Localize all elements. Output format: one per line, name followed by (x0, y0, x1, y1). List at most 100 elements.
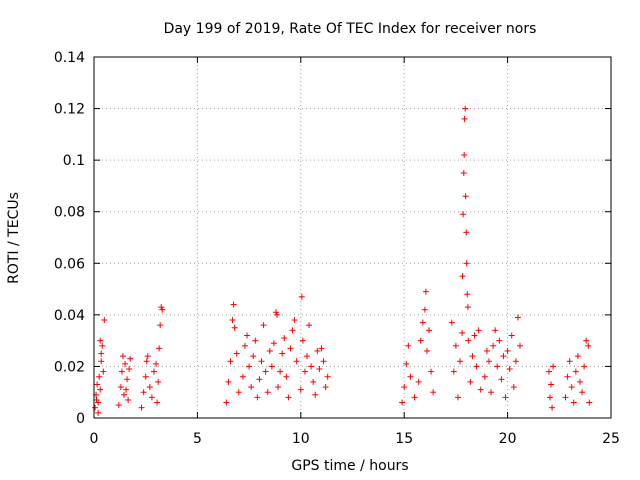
data-point (148, 394, 155, 401)
data-point (506, 366, 513, 373)
data-point (244, 332, 251, 339)
data-point (122, 360, 129, 367)
data-point (293, 358, 300, 365)
data-point (508, 332, 515, 339)
data-point (490, 342, 497, 349)
data-point (572, 368, 579, 375)
data-point (156, 345, 163, 352)
data-point (92, 404, 99, 411)
data-point (125, 396, 132, 403)
data-point (585, 342, 592, 349)
data-point (473, 363, 480, 370)
data-point (492, 327, 499, 334)
x-tick-label: 25 (602, 431, 620, 447)
data-point (430, 389, 437, 396)
chart-title: Day 199 of 2019, Rate Of TEC Index for r… (164, 21, 537, 37)
data-point (154, 399, 161, 406)
data-point (452, 342, 459, 349)
data-point (514, 314, 521, 321)
data-point (498, 376, 505, 383)
data-point (464, 304, 471, 311)
y-tick-label: 0.06 (54, 256, 85, 272)
data-point (138, 404, 145, 411)
data-point (545, 368, 552, 375)
data-point (500, 353, 507, 360)
data-point (150, 368, 157, 375)
data-point (504, 347, 511, 354)
data-point (258, 358, 265, 365)
data-point (586, 399, 593, 406)
data-point (322, 384, 329, 391)
data-point (426, 327, 433, 334)
data-point (123, 386, 130, 393)
y-tick-label: 0.08 (54, 205, 85, 221)
data-point (477, 386, 484, 393)
data-point (548, 381, 555, 388)
data-point (274, 311, 281, 318)
y-tick-label: 0.04 (54, 308, 85, 324)
data-point (233, 350, 240, 357)
x-tick-label: 10 (292, 431, 310, 447)
data-point (422, 288, 429, 295)
data-point (98, 350, 105, 357)
data-point (460, 211, 467, 218)
data-point (97, 386, 104, 393)
data-point (246, 363, 253, 370)
data-point (260, 322, 267, 329)
data-point (270, 340, 277, 347)
data-point (494, 363, 501, 370)
data-point (549, 404, 556, 411)
data-point (463, 229, 470, 236)
data-point (517, 342, 524, 349)
y-tick-label: 0.02 (54, 359, 85, 375)
data-point (462, 193, 469, 200)
data-point (463, 260, 470, 267)
data-point (481, 373, 488, 380)
data-point (423, 347, 430, 354)
data-point (308, 363, 315, 370)
data-point (231, 324, 238, 331)
data-point (235, 389, 242, 396)
data-point (250, 353, 257, 360)
data-point (227, 358, 234, 365)
data-point (266, 347, 273, 354)
x-tick-labels: 0 5 10 15 20 25 (90, 431, 620, 447)
data-point (411, 394, 418, 401)
data-point (510, 384, 517, 391)
data-point (460, 170, 467, 177)
data-point (248, 384, 255, 391)
data-point (140, 389, 147, 396)
data-point (252, 337, 259, 344)
y-tick-label: 0.14 (54, 50, 85, 66)
data-point (275, 384, 282, 391)
data-point (281, 335, 288, 342)
data-point (403, 360, 410, 367)
data-point (583, 337, 590, 344)
data-point (496, 337, 503, 344)
data-point (118, 368, 125, 375)
data-points (92, 105, 593, 416)
data-point (279, 350, 286, 357)
data-point (159, 306, 166, 313)
grid-lines (94, 57, 611, 418)
data-point (566, 358, 573, 365)
data-point (97, 337, 104, 344)
data-point (143, 358, 150, 365)
data-point (127, 355, 134, 362)
y-tick-labels: 0 0.02 0.04 0.06 0.08 0.1 0.12 0.14 (54, 50, 85, 427)
data-point (229, 317, 236, 324)
data-point (225, 378, 232, 385)
data-point (277, 368, 284, 375)
data-point (262, 368, 269, 375)
data-point (268, 363, 275, 370)
data-point (120, 391, 127, 398)
x-tick-label: 5 (193, 431, 202, 447)
data-point (461, 151, 468, 158)
data-point (285, 394, 292, 401)
data-point (475, 327, 482, 334)
data-point (483, 347, 490, 354)
data-point (298, 293, 305, 300)
data-point (407, 373, 414, 380)
data-point (153, 360, 160, 367)
data-point (488, 389, 495, 396)
